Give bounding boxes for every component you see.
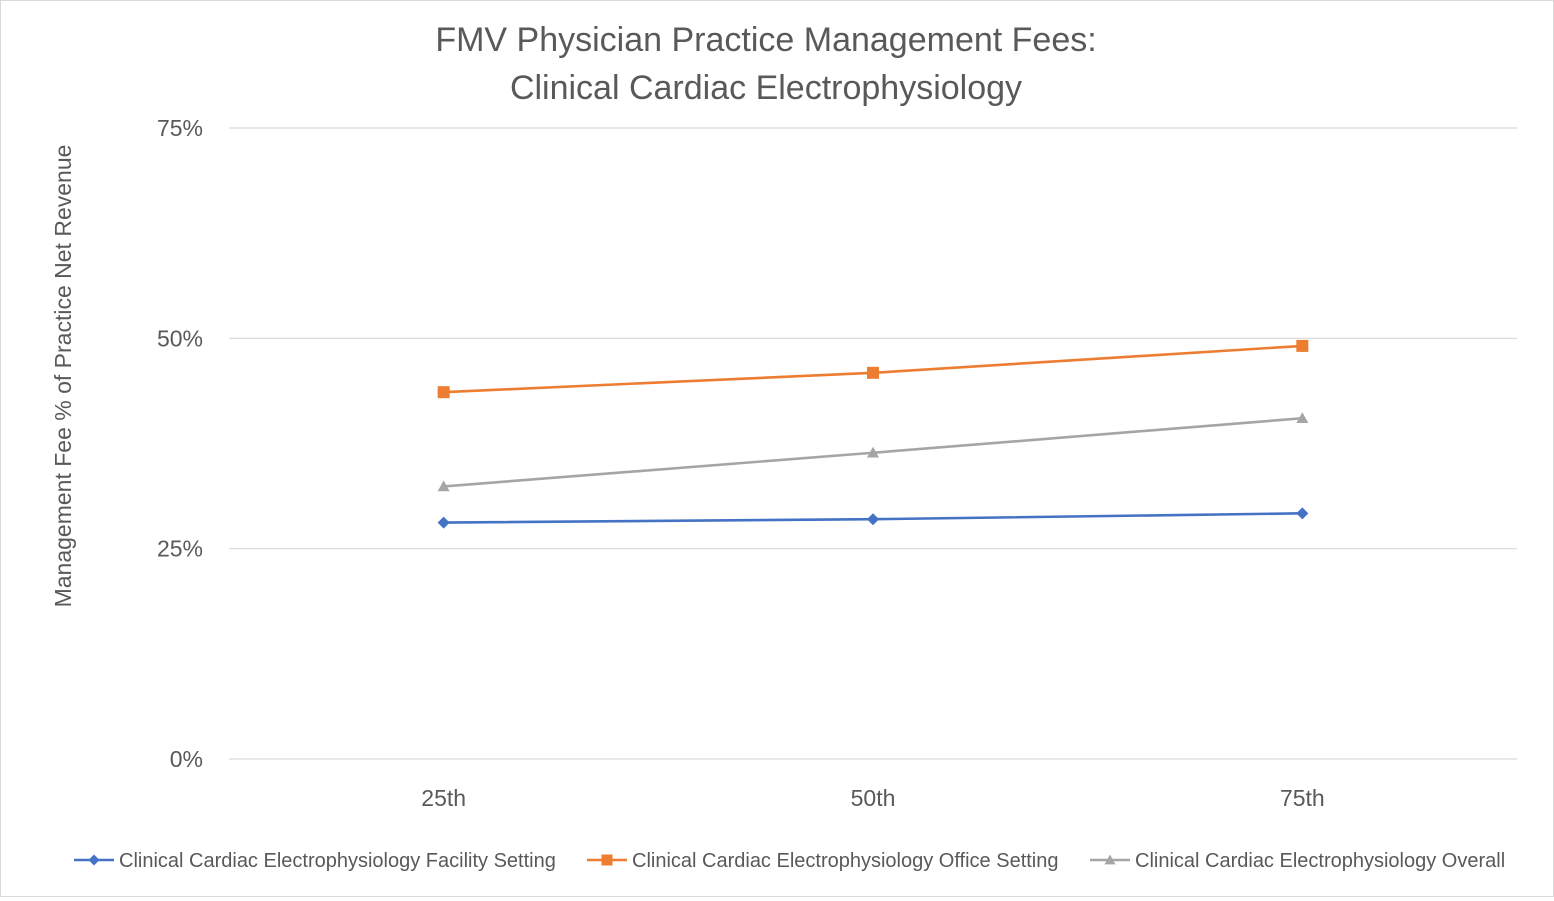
x-tick-label: 75th xyxy=(1280,785,1325,811)
data-point xyxy=(1296,507,1309,520)
legend-item-3: Clinical Cardiac Electrophysiology Overa… xyxy=(1090,850,1505,872)
y-tick-label: 25% xyxy=(157,536,203,562)
legend-marker xyxy=(88,854,100,866)
x-tick-label: 25th xyxy=(421,785,466,811)
x-tick-label: 50th xyxy=(851,785,896,811)
data-point xyxy=(867,513,879,526)
gridlines xyxy=(229,127,1517,760)
chart-title: FMV Physician Practice Management Fees: C… xyxy=(435,21,1096,107)
series-1 xyxy=(437,507,1309,529)
legend-item-1: Clinical Cardiac Electrophysiology Facil… xyxy=(74,850,556,872)
chart-title-line-2: Clinical Cardiac Electrophysiology xyxy=(510,69,1022,107)
legend-marker xyxy=(601,854,613,866)
legend-label: Clinical Cardiac Electrophysiology Facil… xyxy=(119,850,556,872)
legend-label: Clinical Cardiac Electrophysiology Overa… xyxy=(1135,850,1505,872)
series-3 xyxy=(437,412,1309,492)
data-point xyxy=(437,516,450,529)
data-point xyxy=(867,366,879,379)
data-point xyxy=(437,386,450,399)
y-axis-ticks: 0% 25% 50% 75% xyxy=(157,115,203,772)
data-point xyxy=(1296,412,1309,424)
legend-item-2: Clinical Cardiac Electrophysiology Offic… xyxy=(587,850,1059,872)
data-point xyxy=(867,446,879,458)
y-tick-label: 75% xyxy=(157,115,203,141)
series-group xyxy=(437,339,1309,529)
y-tick-label: 50% xyxy=(157,325,203,351)
chart-title-line-1: FMV Physician Practice Management Fees: xyxy=(435,21,1096,59)
legend-label: Clinical Cardiac Electrophysiology Offic… xyxy=(632,850,1059,872)
y-axis-label: Management Fee % of Practice Net Revenue xyxy=(50,145,76,608)
y-tick-label: 0% xyxy=(170,746,203,772)
data-point xyxy=(437,480,450,492)
legend-marker xyxy=(1104,854,1116,865)
series-2 xyxy=(437,339,1309,399)
data-point xyxy=(1296,339,1309,352)
x-axis-ticks: 25th 50th 75th xyxy=(421,785,1324,811)
legend: Clinical Cardiac Electrophysiology Facil… xyxy=(74,850,1505,872)
